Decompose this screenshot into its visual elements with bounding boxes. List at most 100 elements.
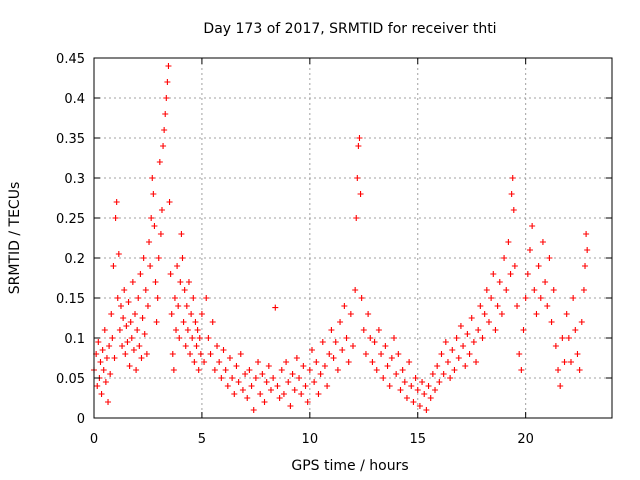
data-point [94, 383, 101, 389]
data-point [357, 191, 364, 197]
data-point [274, 383, 281, 389]
data-point [440, 371, 447, 377]
data-point [328, 327, 335, 333]
data-point [278, 367, 285, 373]
data-point [110, 263, 117, 269]
data-point [537, 295, 544, 301]
data-point [447, 375, 454, 381]
data-point [133, 367, 140, 373]
data-point [300, 363, 307, 369]
data-point [514, 303, 521, 309]
data-point [259, 371, 266, 377]
axis-ticks [93, 57, 612, 419]
data-point [116, 327, 123, 333]
data-point [384, 363, 391, 369]
data-point [222, 367, 229, 373]
data-point [169, 351, 176, 357]
data-point [153, 319, 160, 325]
data-point [135, 295, 142, 301]
data-point [419, 379, 426, 385]
y-tick-label: 0.05 [56, 372, 85, 387]
data-point [358, 295, 365, 301]
data-point [196, 335, 203, 341]
data-point [113, 199, 120, 205]
data-point [509, 175, 516, 181]
data-point [98, 391, 105, 397]
data-point [425, 383, 432, 389]
data-point [100, 367, 107, 373]
data-point [352, 287, 359, 293]
data-point [248, 383, 255, 389]
data-point [265, 363, 272, 369]
data-point [397, 387, 404, 393]
data-point [339, 347, 346, 353]
data-point [140, 255, 147, 261]
data-point [302, 383, 309, 389]
data-point [326, 351, 333, 357]
data-point [356, 135, 363, 141]
data-point [460, 343, 467, 349]
data-point [296, 375, 303, 381]
data-point [516, 351, 523, 357]
data-point [457, 323, 464, 329]
data-point [434, 363, 441, 369]
data-point [168, 311, 175, 317]
data-point [529, 223, 536, 229]
data-point [144, 303, 151, 309]
data-point [97, 359, 104, 365]
data-point [156, 159, 163, 165]
data-point [192, 319, 199, 325]
data-point [191, 359, 198, 365]
chart-title: Day 173 of 2017, SRMTID for receiver tht… [203, 21, 496, 37]
data-point [173, 327, 180, 333]
data-point [122, 351, 129, 357]
data-point [105, 399, 112, 405]
data-point [550, 287, 557, 293]
data-point [427, 395, 434, 401]
data-point [112, 215, 119, 221]
data-point [412, 375, 419, 381]
y-tick-label: 0.25 [56, 212, 85, 227]
data-point [180, 319, 187, 325]
data-point [139, 315, 146, 321]
data-point [369, 359, 376, 365]
data-point [561, 359, 568, 365]
data-point [267, 387, 274, 393]
data-point [270, 375, 277, 381]
data-point [211, 367, 218, 373]
data-point [201, 359, 208, 365]
data-point [468, 315, 475, 321]
data-point [578, 319, 585, 325]
data-point [174, 263, 181, 269]
x-tick-label: 15 [409, 432, 426, 447]
data-point [146, 239, 153, 245]
data-point [161, 127, 168, 133]
data-point [257, 391, 264, 397]
data-point [313, 359, 320, 365]
data-point [526, 247, 533, 253]
data-point [195, 367, 202, 373]
data-point [451, 367, 458, 373]
data-point [507, 271, 514, 277]
data-point [423, 407, 430, 413]
data-point [242, 371, 249, 377]
data-point [343, 335, 350, 341]
data-point [582, 263, 589, 269]
data-point [167, 271, 174, 277]
data-point [95, 339, 102, 345]
data-point [399, 367, 406, 373]
data-point [194, 327, 201, 333]
data-point [138, 355, 145, 361]
data-point [360, 327, 367, 333]
data-point [444, 359, 451, 365]
data-point [155, 255, 162, 261]
data-point [101, 327, 108, 333]
data-point [129, 279, 136, 285]
y-tick-label: 0.3 [64, 172, 85, 187]
data-point [436, 379, 443, 385]
data-point [380, 375, 387, 381]
data-point [111, 355, 118, 361]
data-point [462, 363, 469, 369]
data-point [584, 247, 591, 253]
